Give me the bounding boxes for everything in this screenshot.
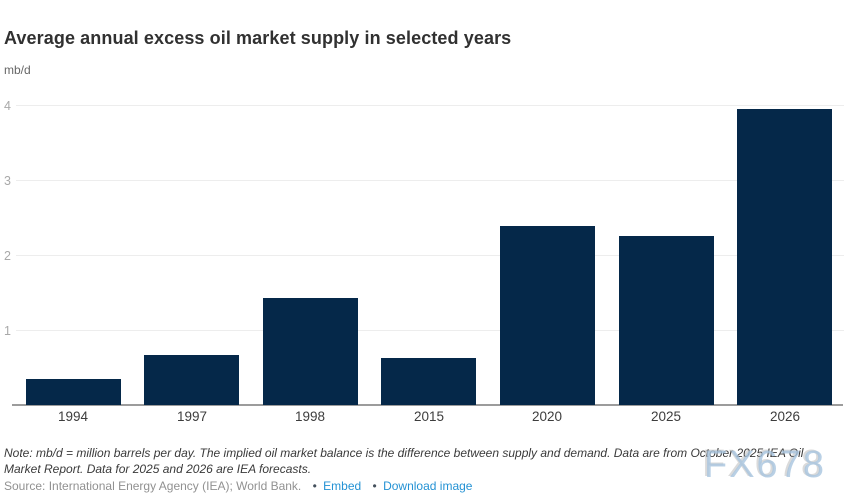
gridline-y1 xyxy=(16,330,844,331)
bar-2025 xyxy=(619,236,714,405)
gridline-y2 xyxy=(16,255,844,256)
bar-2026 xyxy=(737,109,832,405)
embed-link[interactable]: Embed xyxy=(323,479,362,493)
x-tick-label-1994: 1994 xyxy=(57,409,89,424)
y-axis-unit-label: mb/d xyxy=(4,63,31,77)
chart-title: Average annual excess oil market supply … xyxy=(4,28,512,48)
footnote: Note: mb/d = million barrels per day. Th… xyxy=(4,446,804,476)
bar-1998 xyxy=(263,298,358,405)
x-tick-label-2020: 2020 xyxy=(531,409,563,424)
y-tick-label-1: 1 xyxy=(4,323,11,338)
bar-1997 xyxy=(144,355,239,405)
x-tick-label-2025: 2025 xyxy=(650,409,682,424)
download-image-link[interactable]: Download image xyxy=(383,479,473,493)
x-tick-label-1998: 1998 xyxy=(294,409,326,424)
y-tick-label-4: 4 xyxy=(4,98,11,113)
bar-1994 xyxy=(26,379,121,405)
source-text: Source: International Energy Agency (IEA… xyxy=(4,479,302,493)
bar-2020 xyxy=(500,226,595,405)
y-tick-label-2: 2 xyxy=(4,248,11,263)
bullet-separator: • xyxy=(372,479,377,493)
bar-2015 xyxy=(381,358,476,405)
source-line: Source: International Energy Agency (IEA… xyxy=(4,479,472,493)
x-tick-label-1997: 1997 xyxy=(176,409,208,424)
gridline-y3 xyxy=(16,180,844,181)
y-tick-label-3: 3 xyxy=(4,173,11,188)
gridline-y4 xyxy=(16,105,844,106)
x-axis-line xyxy=(12,404,843,406)
x-tick-label-2015: 2015 xyxy=(413,409,445,424)
bullet-separator: • xyxy=(312,479,317,493)
x-tick-label-2026: 2026 xyxy=(769,409,801,424)
